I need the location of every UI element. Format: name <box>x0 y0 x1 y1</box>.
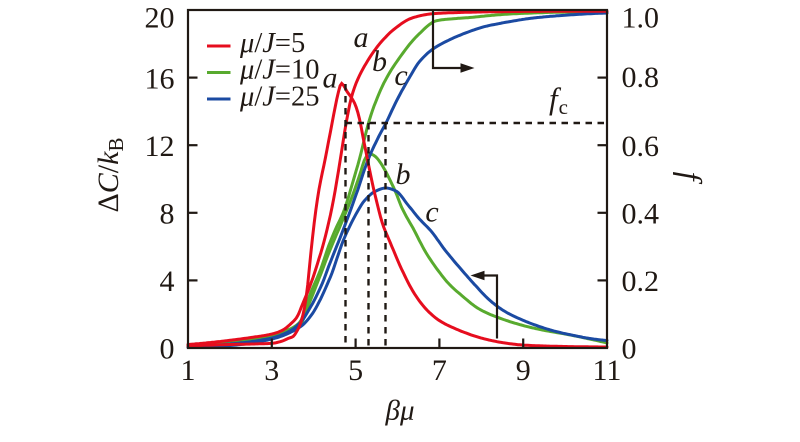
svg-text:a: a <box>354 21 369 54</box>
svg-text:b: b <box>372 45 387 78</box>
svg-text:b: b <box>396 158 411 191</box>
svg-text:1.0: 1.0 <box>622 2 660 35</box>
svg-text:0: 0 <box>622 333 637 366</box>
svg-text:c: c <box>394 59 407 92</box>
svg-text:8: 8 <box>160 198 175 231</box>
svg-text:a: a <box>323 62 338 95</box>
svg-text:μ/J=5: μ/J=5 <box>239 28 305 59</box>
svg-text:0.4: 0.4 <box>622 198 660 231</box>
svg-text:1: 1 <box>181 354 196 387</box>
svg-text:βμ: βμ <box>385 395 415 427</box>
svg-text:4: 4 <box>160 265 175 298</box>
svg-text:9: 9 <box>516 354 531 387</box>
svg-text:μ/J=10: μ/J=10 <box>239 55 319 86</box>
svg-text:7: 7 <box>432 354 447 387</box>
svg-text:12: 12 <box>145 130 175 163</box>
svg-text:0.6: 0.6 <box>622 130 660 163</box>
svg-text:16: 16 <box>145 63 175 96</box>
svg-text:0.2: 0.2 <box>622 265 660 298</box>
svg-text:ΔC/kB: ΔC/kB <box>92 138 128 213</box>
svg-text:20: 20 <box>145 2 175 35</box>
svg-text:0: 0 <box>160 333 175 366</box>
svg-text:3: 3 <box>264 354 279 387</box>
svg-text:c: c <box>425 196 438 229</box>
svg-text:0.8: 0.8 <box>622 61 660 94</box>
svg-text:11: 11 <box>593 354 622 387</box>
svg-text:μ/J=25: μ/J=25 <box>239 82 319 113</box>
svg-text:5: 5 <box>348 354 363 387</box>
